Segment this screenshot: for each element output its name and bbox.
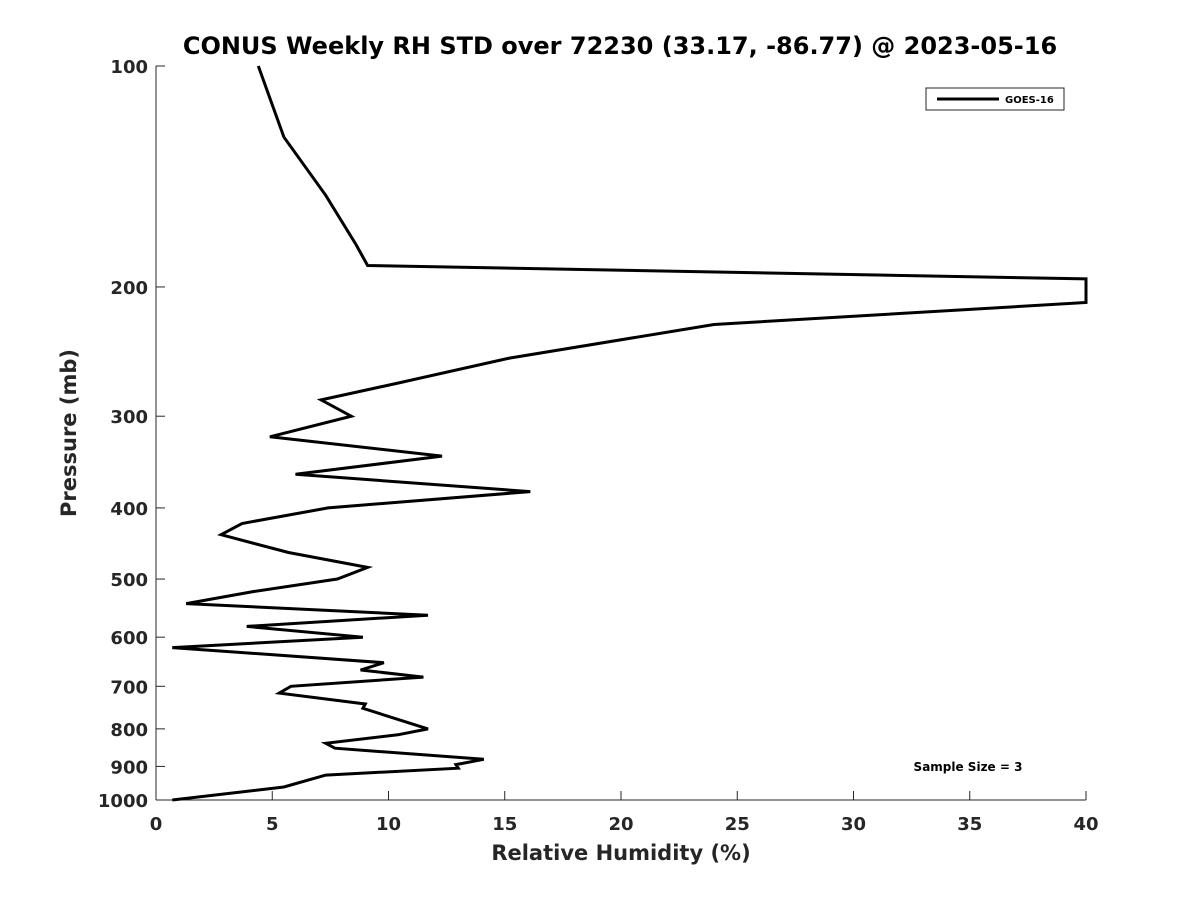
x-tick-label: 25 [725,814,750,835]
legend-entry-goes-16: GOES-16 [1005,95,1054,106]
x-tick-label: 40 [1073,814,1098,835]
x-tick-label: 15 [492,814,517,835]
legend: GOES-16 [925,87,1065,111]
y-tick-label: 1000 [98,791,148,812]
x-ticks: 0 5 10 15 20 25 30 35 40 [150,791,1099,835]
x-tick-label: 35 [957,814,982,835]
y-tick-label: 800 [110,720,148,741]
series-line-goes-16 [172,65,1088,802]
y-tick-label: 400 [110,499,148,520]
y-axis-label: Pressure (mb) [57,349,81,517]
x-tick-label: 20 [608,814,633,835]
x-tick-label: 5 [266,814,279,835]
y-tick-label: 300 [110,407,148,428]
y-tick-label: 500 [110,570,148,591]
y-tick-label: 700 [110,677,148,698]
x-tick-label: 30 [841,814,866,835]
chart-title: CONUS Weekly RH STD over 72230 (33.17, -… [183,32,1057,60]
y-tick-label: 600 [110,628,148,649]
y-tick-label: 200 [110,278,148,299]
series-layer [172,65,1088,802]
y-tick-label: 900 [110,757,148,778]
sample-size-annotation: Sample Size = 3 [914,760,1023,774]
x-tick-label: 0 [150,814,163,835]
x-axis-label: Relative Humidity (%) [491,841,750,865]
y-tick-label: 100 [110,57,148,78]
y-ticks: 100 200 300 400 500 600 700 800 900 1000 [98,57,165,812]
x-tick-label: 10 [376,814,401,835]
